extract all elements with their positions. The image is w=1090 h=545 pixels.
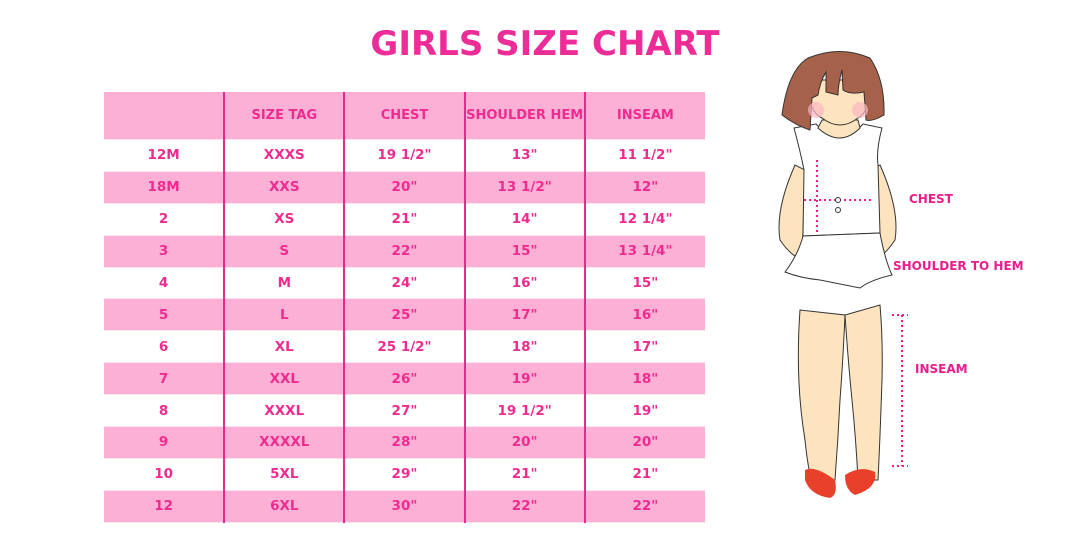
table-cell: 22" [583, 490, 705, 523]
table-row: 5 L 25" 17" 16" [104, 298, 705, 331]
inseam-label: INSEAM [915, 362, 968, 376]
table-cell: 5XL [223, 458, 345, 491]
table-cell: XXXS [223, 139, 345, 172]
table-cell: 13" [463, 139, 585, 172]
table-cell: 5 [104, 298, 225, 331]
table-cell: 15" [583, 267, 705, 299]
table-cell: 14" [463, 203, 585, 236]
size-table: SIZE TAG CHEST SHOULDER HEM INSEAM 12M XX… [104, 92, 705, 523]
page-title: GIRLS SIZE CHART [370, 24, 720, 64]
table-cell: 29" [343, 458, 465, 491]
table-cell: 20" [463, 426, 585, 459]
table-cell: 12M [147, 147, 180, 164]
table-row: 2 XS 21" 14" 12 1/4" [104, 203, 705, 236]
table-row: 12 6XL 30" 22" 22" [104, 490, 705, 523]
table-cell: 18M [104, 171, 225, 204]
table-cell: 10 [154, 466, 173, 483]
table-cell: 12" [583, 171, 705, 204]
table-cell: 16" [583, 298, 705, 331]
table-row: 7 XXL 26" 19" 18" [104, 362, 705, 395]
header-cell: SIZE TAG [223, 92, 345, 140]
table-cell: 25 1/2" [343, 330, 465, 363]
table-row: 12M XXXS 19 1/2" 13" 11 1/2" [104, 139, 705, 172]
table-row: 4 M 24" 16" 15" [104, 267, 705, 299]
shoulder-to-hem-label: SHOULDER TO HEM [893, 259, 1024, 273]
table-cell: L [223, 298, 345, 331]
table-cell: XXXXL [223, 426, 345, 459]
girl-figure-icon [778, 51, 908, 498]
table-cell: 18" [583, 362, 705, 395]
table-row: 18M XXS 20" 13 1/2" 12" [104, 171, 705, 204]
table-cell: 7 [104, 362, 225, 395]
table-row: 6 XL 25 1/2" 18" 17" [104, 330, 705, 363]
table-cell: 20" [583, 426, 705, 459]
table-cell: 25" [343, 298, 465, 331]
header-cell: SHOULDER HEM [463, 92, 585, 140]
table-cell: 17" [463, 298, 585, 331]
table-cell: 16" [463, 267, 585, 299]
table-cell: 19" [463, 362, 585, 395]
table-header-row: SIZE TAG CHEST SHOULDER HEM INSEAM [104, 92, 705, 140]
table-cell: 6 [158, 338, 169, 355]
table-cell: XS [223, 203, 345, 236]
table-cell: 9 [104, 426, 225, 459]
table-cell: 26" [343, 362, 465, 395]
table-cell: 17" [583, 330, 705, 363]
table-cell: 22" [463, 490, 585, 523]
table-cell: 19 1/2" [463, 394, 585, 427]
table-cell: 21" [463, 458, 585, 491]
table-cell: 12 1/4" [583, 203, 705, 236]
table-cell: 19" [583, 394, 705, 427]
header-cell: INSEAM [583, 92, 705, 140]
table-cell: 13 1/2" [463, 171, 585, 204]
table-cell: M [223, 267, 345, 299]
table-cell: 3 [104, 235, 225, 268]
table-cell: 18" [463, 330, 585, 363]
table-cell: 2 [158, 211, 169, 228]
table-cell: 19 1/2" [343, 139, 465, 172]
table-cell: XXL [223, 362, 345, 395]
table-row: 8 XXXL 27" 19 1/2" 19" [104, 394, 705, 427]
table-cell: 21" [343, 203, 465, 236]
table-cell: 22" [343, 235, 465, 268]
table-cell: 12 [104, 490, 225, 523]
table-cell: XXS [223, 171, 345, 204]
chest-label: CHEST [909, 192, 953, 206]
table-cell: 4 [158, 275, 169, 291]
header-cell: CHEST [343, 92, 465, 140]
table-cell: 13 1/4" [583, 235, 705, 268]
table-cell: XL [223, 330, 345, 363]
table-row: 10 5XL 29" 21" 21" [104, 458, 705, 491]
table-cell: XXXL [223, 394, 345, 427]
table-cell: 24" [343, 267, 465, 299]
table-cell: 20" [343, 171, 465, 204]
table-cell: 6XL [223, 490, 345, 523]
table-row: 9 XXXXL 28" 20" 20" [104, 426, 705, 459]
header-cell [104, 92, 225, 140]
table-cell: 21" [583, 458, 705, 491]
table-cell: 28" [343, 426, 465, 459]
table-row: 3 S 22" 15" 13 1/4" [104, 235, 705, 268]
table-cell: 30" [343, 490, 465, 523]
girl-measurement-illustration: CHEST SHOULDER TO HEM INSEAM [760, 40, 1060, 514]
table-cell: 8 [158, 402, 169, 419]
table-cell: S [223, 235, 345, 268]
table-cell: 27" [343, 394, 465, 427]
table-cell: 15" [463, 235, 585, 268]
table-cell: 11 1/2" [583, 139, 705, 172]
